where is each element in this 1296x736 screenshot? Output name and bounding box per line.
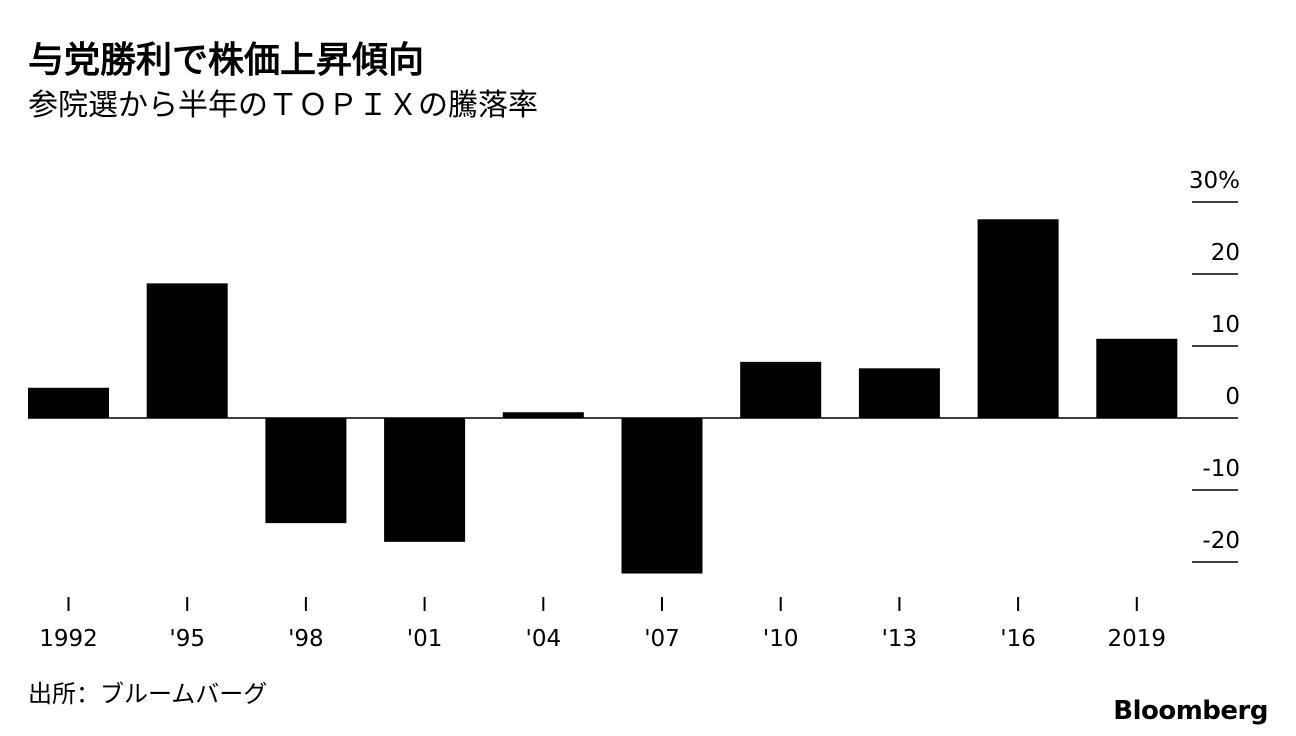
source-note: 出所：ブルームバーグ (28, 680, 268, 708)
bar-9 (1096, 338, 1178, 418)
bar-chart: 30% 20 10 0 -10 -20 1992 '95 '98 '01 '04 '07 '10 '13 '… (28, 168, 1240, 652)
chart-title: 与党勝利で株価上昇傾向 (28, 40, 425, 81)
bar-5 (621, 418, 703, 574)
bloomberg-logo: Bloomberg (1113, 696, 1268, 726)
x-tick-label-2: '98 (288, 626, 324, 652)
bar-4 (502, 412, 584, 418)
x-tick-label-4: '04 (526, 626, 562, 652)
x-tick-label-5: '07 (644, 626, 680, 652)
y-tick-label-1: 20 (1211, 240, 1240, 266)
chart-subtitle: 参院選から半年のＴＯＰＩＸの騰落率 (28, 88, 538, 123)
y-tick-label-2: 10 (1211, 312, 1240, 338)
bar-2 (265, 418, 347, 524)
x-tick-label-6: '10 (763, 626, 799, 652)
x-tick-label-3: '01 (407, 626, 443, 652)
x-tick-label-7: '13 (882, 626, 918, 652)
y-tick-label-4: -10 (1202, 456, 1240, 482)
y-tick-label-0: 30% (1189, 168, 1240, 194)
x-tick-label-0: 1992 (39, 626, 98, 652)
x-tick-label-1: '95 (169, 626, 205, 652)
bar-8 (977, 219, 1059, 418)
bar-3 (384, 418, 466, 542)
x-tick-label-8: '16 (1000, 626, 1036, 652)
x-tick-label-9: 2019 (1108, 626, 1167, 652)
bar-1 (146, 283, 228, 418)
bar-7 (858, 368, 940, 418)
bar-0 (28, 387, 109, 418)
bar-6 (740, 361, 822, 418)
y-tick-label-3: 0 (1225, 384, 1240, 410)
y-tick-label-5: -20 (1202, 528, 1240, 554)
